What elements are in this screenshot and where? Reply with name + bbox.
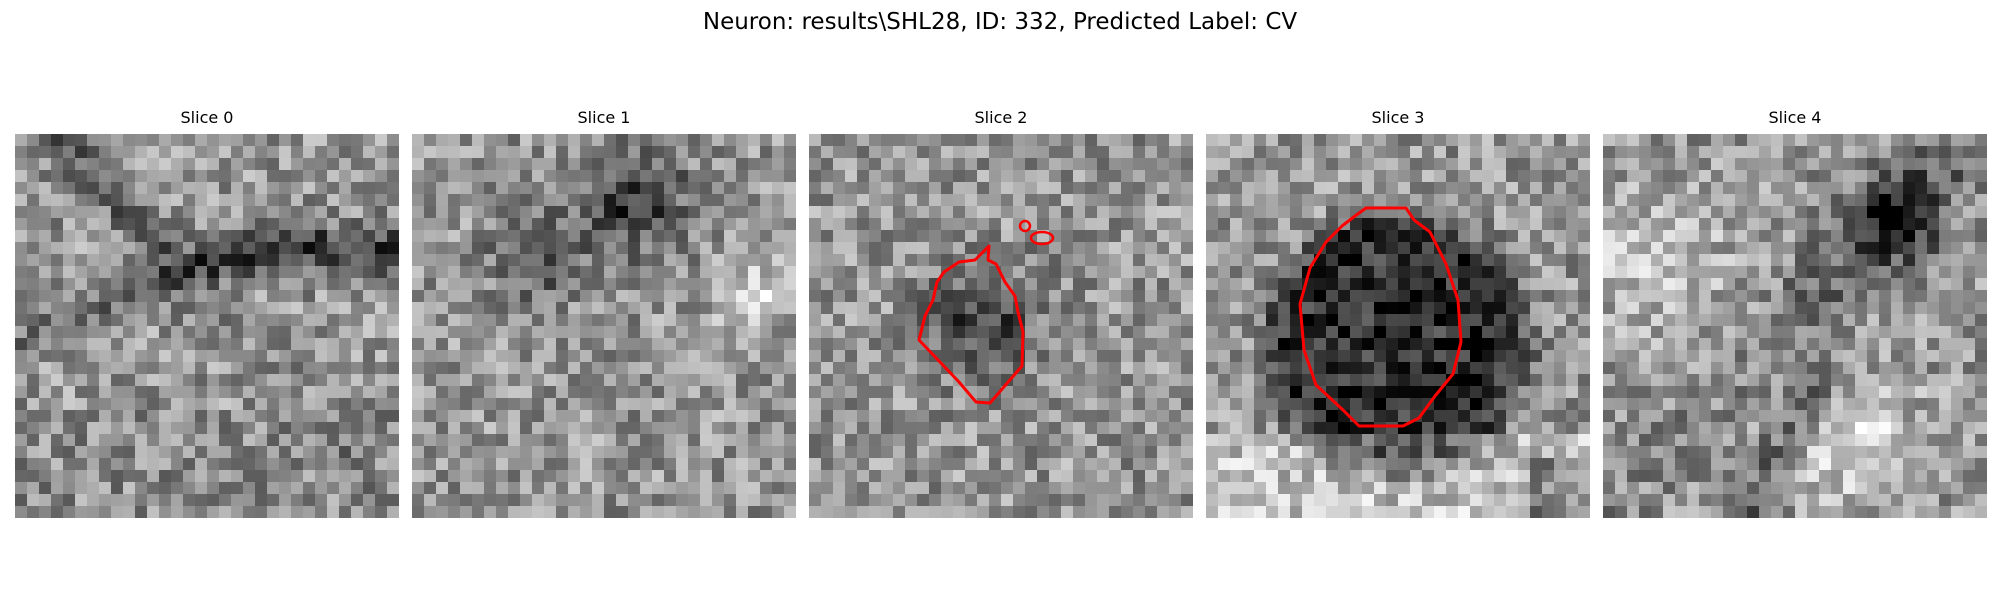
slice-title-4: Slice 4: [1768, 108, 1822, 127]
slice-panel-4: Slice 4: [1603, 108, 1987, 518]
grayscale-patch-2: [809, 134, 1193, 518]
slice-image-3: [1206, 134, 1590, 518]
slice-image-4: [1603, 134, 1987, 518]
contour-overlay-3: [1298, 206, 1463, 428]
contour-overlay-2: [917, 219, 1055, 405]
slice-image-1: [412, 134, 796, 518]
slice-panel-2: Slice 2: [809, 108, 1193, 518]
slice-title-3: Slice 3: [1371, 108, 1425, 127]
slice-panel-1: Slice 1: [412, 108, 796, 518]
slice-panel-0: Slice 0: [15, 108, 399, 518]
slice-title-0: Slice 0: [180, 108, 234, 127]
slice-title-2: Slice 2: [974, 108, 1028, 127]
slice-image-0: [15, 134, 399, 518]
slice-panel-3: Slice 3: [1206, 108, 1590, 518]
segmentation-contour-small-2: [1029, 230, 1055, 246]
segmentation-contour-small-1: [1018, 219, 1032, 233]
figure-title: Neuron: results\SHL28, ID: 332, Predicte…: [702, 9, 1298, 35]
slice-image-2: [809, 134, 1193, 518]
grayscale-patch-1: [412, 134, 796, 518]
segmentation-contour-main: [917, 244, 1025, 405]
segmentation-contour-main: [1298, 206, 1463, 428]
slice-title-1: Slice 1: [577, 108, 631, 127]
grayscale-patch-0: [15, 134, 399, 518]
grayscale-patch-4: [1603, 134, 1987, 518]
grayscale-patch-3: [1206, 134, 1590, 518]
